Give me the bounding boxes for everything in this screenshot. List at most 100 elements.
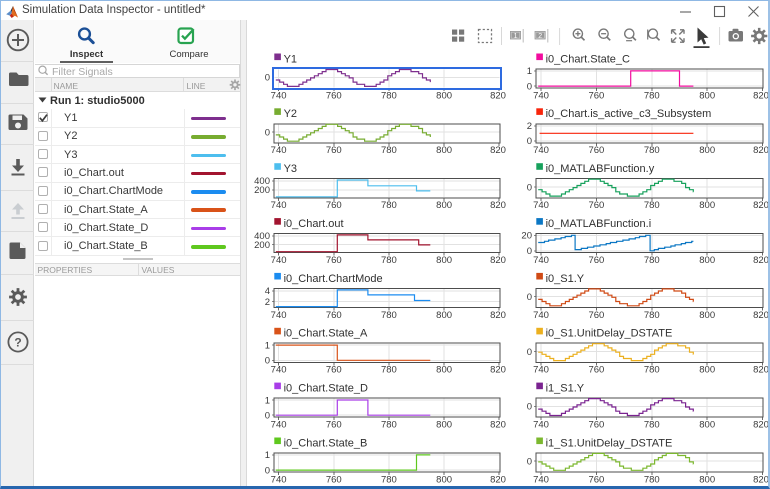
svg-text:Y1: Y1: [284, 53, 297, 65]
svg-text:780: 780: [644, 145, 660, 156]
svg-text:800: 800: [436, 420, 452, 431]
svg-text:820: 820: [490, 145, 506, 156]
svg-text:740: 740: [533, 365, 549, 376]
svg-text:0: 0: [265, 127, 270, 138]
svg-text:0: 0: [527, 292, 532, 303]
svg-text:i0_Chart.out: i0_Chart.out: [284, 218, 344, 230]
svg-text:760: 760: [588, 145, 604, 156]
svg-text:1: 1: [265, 395, 270, 406]
svg-text:760: 760: [326, 255, 342, 266]
svg-text:2: 2: [538, 33, 542, 40]
svg-text:760: 760: [326, 145, 342, 156]
svg-text:800: 800: [699, 310, 715, 321]
svg-text:820: 820: [753, 90, 769, 101]
svg-text:800: 800: [436, 145, 452, 156]
svg-text:820: 820: [490, 420, 506, 431]
svg-text:800: 800: [436, 255, 452, 266]
svg-text:1: 1: [265, 450, 270, 461]
svg-text:20: 20: [521, 231, 532, 242]
svg-text:740: 740: [533, 420, 549, 431]
svg-text:400: 400: [254, 231, 270, 242]
svg-text:0: 0: [265, 73, 270, 84]
svg-text:780: 780: [644, 474, 660, 485]
svg-text:800: 800: [699, 145, 715, 156]
svg-text:780: 780: [644, 365, 660, 376]
svg-text:820: 820: [490, 365, 506, 376]
svg-text:760: 760: [588, 365, 604, 376]
svg-text:800: 800: [699, 420, 715, 431]
svg-text:0: 0: [527, 246, 532, 257]
svg-text:1: 1: [514, 33, 518, 40]
svg-text:780: 780: [381, 255, 397, 266]
svg-text:0: 0: [265, 411, 270, 422]
svg-text:1: 1: [265, 340, 270, 351]
svg-text:760: 760: [326, 90, 342, 101]
svg-text:820: 820: [490, 90, 506, 101]
svg-text:i0_Chart.State_D: i0_Chart.State_D: [284, 383, 368, 395]
svg-text:800: 800: [436, 90, 452, 101]
svg-text:0: 0: [527, 347, 532, 358]
svg-text:760: 760: [588, 255, 604, 266]
svg-text:760: 760: [326, 420, 342, 431]
svg-text:740: 740: [533, 90, 549, 101]
svg-text:780: 780: [381, 474, 397, 485]
svg-text:820: 820: [753, 365, 769, 376]
svg-text:?: ?: [14, 336, 21, 350]
svg-text:800: 800: [436, 365, 452, 376]
svg-text:780: 780: [381, 90, 397, 101]
svg-text:760: 760: [326, 310, 342, 321]
svg-text:780: 780: [381, 200, 397, 211]
svg-text:780: 780: [644, 310, 660, 321]
svg-text:760: 760: [326, 200, 342, 211]
svg-text:0: 0: [527, 402, 532, 413]
svg-text:780: 780: [644, 90, 660, 101]
svg-text:780: 780: [381, 365, 397, 376]
svg-text:i0_Chart.State_B: i0_Chart.State_B: [284, 437, 368, 449]
svg-text:800: 800: [699, 90, 715, 101]
svg-text:820: 820: [490, 474, 506, 485]
svg-text:820: 820: [753, 200, 769, 211]
svg-text:i0_MATLABFunction.i: i0_MATLABFunction.i: [546, 218, 652, 230]
svg-text:i0_Chart.State_A: i0_Chart.State_A: [284, 328, 368, 340]
svg-text:i0_MATLABFunction.y: i0_MATLABFunction.y: [546, 163, 655, 175]
svg-text:i1_S1.Y: i1_S1.Y: [546, 383, 585, 395]
svg-text:760: 760: [588, 90, 604, 101]
svg-text:740: 740: [271, 90, 287, 101]
svg-text:0: 0: [265, 356, 270, 367]
svg-text:740: 740: [533, 474, 549, 485]
svg-text:760: 760: [326, 474, 342, 485]
svg-text:i1_S1.UnitDelay_DSTATE: i1_S1.UnitDelay_DSTATE: [546, 437, 673, 449]
svg-text:780: 780: [381, 310, 397, 321]
svg-text:800: 800: [436, 200, 452, 211]
svg-text:820: 820: [753, 255, 769, 266]
svg-text:0: 0: [527, 457, 532, 468]
svg-text:4: 4: [265, 286, 270, 297]
svg-text:800: 800: [699, 200, 715, 211]
svg-text:780: 780: [644, 255, 660, 266]
svg-text:760: 760: [588, 474, 604, 485]
svg-text:740: 740: [271, 474, 287, 485]
svg-text:820: 820: [753, 420, 769, 431]
svg-text:740: 740: [533, 200, 549, 211]
svg-text:760: 760: [588, 200, 604, 211]
svg-text:800: 800: [436, 474, 452, 485]
svg-text:400: 400: [254, 176, 270, 187]
svg-text:0: 0: [265, 465, 270, 476]
svg-text:740: 740: [271, 255, 287, 266]
svg-text:740: 740: [271, 420, 287, 431]
svg-text:760: 760: [326, 365, 342, 376]
svg-text:760: 760: [588, 310, 604, 321]
svg-text:780: 780: [644, 200, 660, 211]
svg-text:820: 820: [753, 474, 769, 485]
svg-text:0: 0: [527, 136, 532, 147]
svg-text:200: 200: [254, 185, 270, 196]
svg-text:800: 800: [699, 474, 715, 485]
svg-text:i0_Chart.State_C: i0_Chart.State_C: [546, 53, 630, 65]
svg-text:Y2: Y2: [284, 108, 297, 120]
svg-text:i0_Chart.ChartMode: i0_Chart.ChartMode: [284, 273, 383, 285]
svg-text:800: 800: [436, 310, 452, 321]
svg-text:820: 820: [753, 310, 769, 321]
svg-text:780: 780: [644, 420, 660, 431]
svg-text:Y3: Y3: [284, 163, 297, 175]
svg-text:740: 740: [271, 365, 287, 376]
